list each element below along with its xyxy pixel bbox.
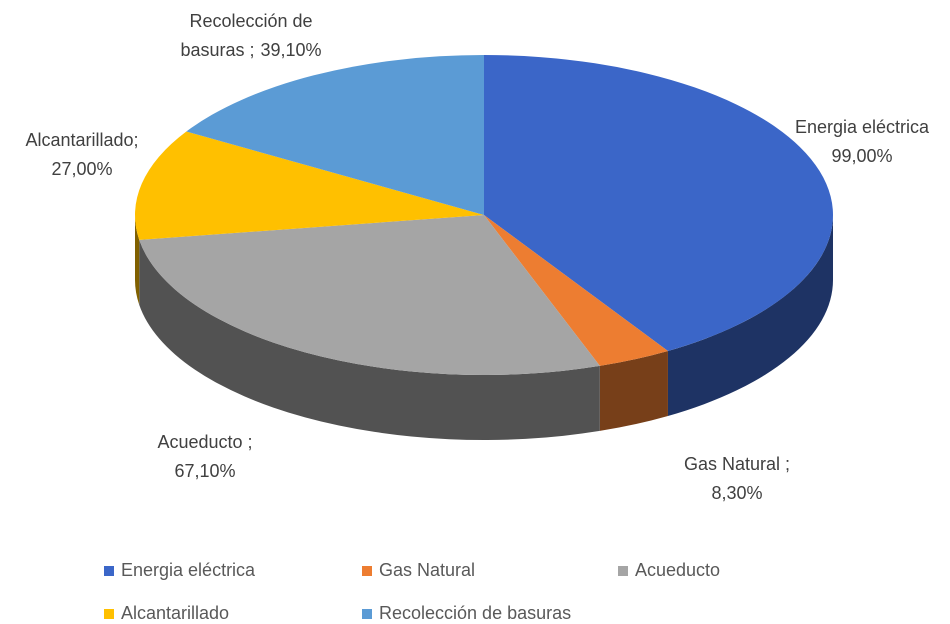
legend-label: Acueducto <box>635 560 720 580</box>
pie-side <box>139 239 600 441</box>
data-label-line: Gas Natural ; <box>684 454 790 474</box>
pie-slice <box>135 131 484 240</box>
data-label: Gas Natural ; 8,30% <box>684 454 790 503</box>
pie-slice <box>484 55 833 351</box>
pie-side <box>667 215 833 416</box>
data-label: Recolección de basuras ; 39,10% <box>180 11 321 60</box>
pie-side <box>599 350 668 431</box>
legend-swatch <box>362 566 372 576</box>
pie-slice <box>139 215 600 376</box>
data-label: Alcantarillado; 27,00% <box>25 130 138 179</box>
legend-label: Alcantarillado <box>121 603 229 623</box>
pie-side <box>135 215 140 305</box>
legend-swatch <box>104 609 114 619</box>
data-label-line: Energia eléctrica <box>795 117 930 137</box>
data-label-value: 8,30% <box>711 483 762 503</box>
legend-label: Recolección de basuras <box>379 603 571 623</box>
data-label-line: basuras ; <box>180 40 254 60</box>
legend-label: Energia eléctrica <box>121 560 256 580</box>
data-label-line: Recolección de <box>189 11 312 31</box>
pie-slice <box>186 55 484 215</box>
data-label-value: 67,10% <box>174 461 235 481</box>
data-label-line: Alcantarillado; <box>25 130 138 150</box>
data-label-value: 27,00% <box>51 159 112 179</box>
legend-swatch <box>618 566 628 576</box>
data-label-line: Acueducto ; <box>157 432 252 452</box>
pie-slice <box>484 215 668 366</box>
data-label-value: 39,10% <box>260 40 321 60</box>
data-label: Energia eléctrica 99,00% <box>795 117 930 166</box>
legend-label: Gas Natural <box>379 560 475 580</box>
legend-swatch <box>104 566 114 576</box>
legend-swatch <box>362 609 372 619</box>
data-label: Acueducto ; 67,10% <box>157 432 252 481</box>
data-label-value: 99,00% <box>831 146 892 166</box>
